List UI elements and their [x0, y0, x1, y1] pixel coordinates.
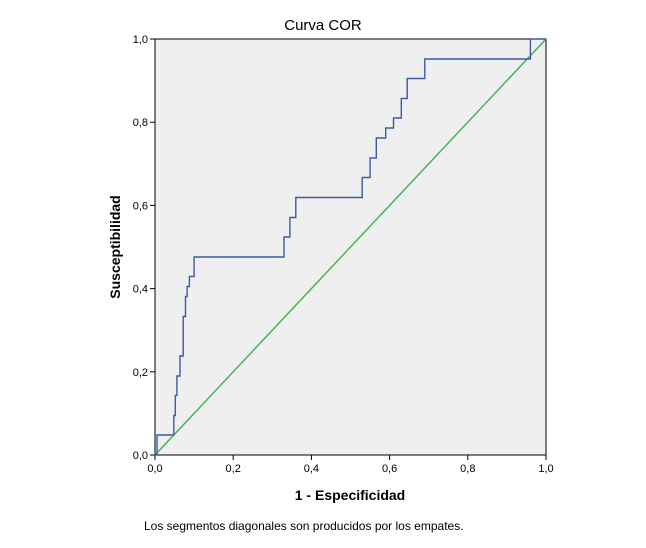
chart-title: Curva COR — [284, 17, 362, 34]
x-axis-ticks: 0,0 0,2 0,4 0,6 0,8 1,0 — [147, 455, 554, 475]
y-tick-label: 0,6 — [133, 200, 148, 212]
series-layer — [154, 38, 547, 456]
x-axis-label: 1 - Especificidad — [295, 487, 405, 503]
footnote: Los segmentos diagonales son producidos … — [144, 519, 464, 533]
x-tick-label: 1,0 — [538, 463, 553, 475]
y-tick-label: 0,4 — [133, 284, 148, 296]
reference-line — [154, 38, 547, 456]
y-axis-label: Susceptibilidad — [107, 195, 123, 298]
x-tick-label: 0,2 — [226, 463, 241, 475]
x-tick-label: 0,0 — [147, 463, 162, 475]
x-tick-label: 0,4 — [304, 463, 319, 475]
x-tick-label: 0,8 — [460, 463, 475, 475]
roc-curve-line — [155, 38, 546, 456]
y-tick-label: 0,2 — [133, 367, 148, 379]
y-tick-label: 0,0 — [133, 450, 148, 462]
y-tick-label: 1,0 — [133, 34, 148, 46]
y-axis-ticks: 0,0 0,2 0,4 0,6 0,8 1,0 — [133, 34, 155, 462]
x-tick-label: 0,6 — [382, 463, 397, 475]
y-tick-label: 0,8 — [133, 117, 148, 129]
